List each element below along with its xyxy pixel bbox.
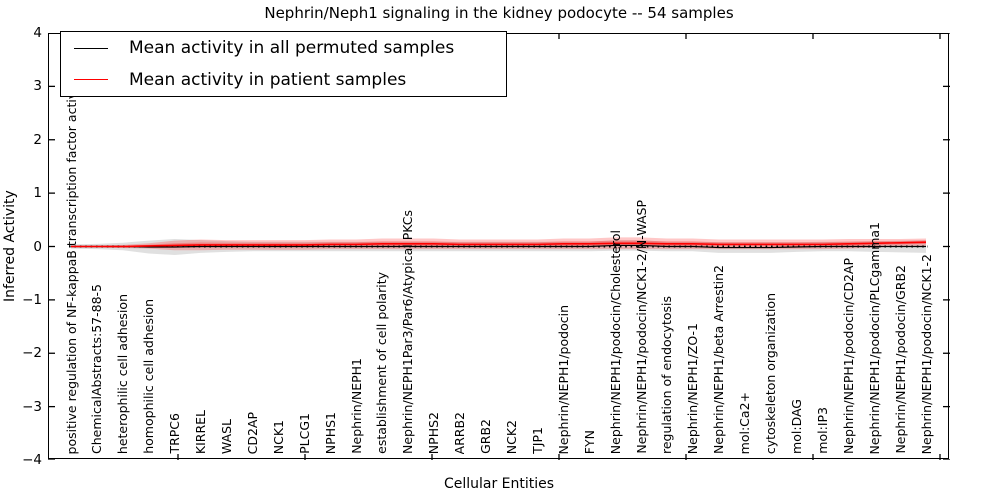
x-tick-label: homophilic cell adhesion (141, 299, 157, 454)
x-tick-label: NPHS1 (322, 411, 338, 454)
x-tick-label: Nephrin/NEPH1Par3/Par6/Atypical PKCs (400, 210, 416, 454)
x-tick-label: TRPC6 (167, 413, 183, 454)
x-tick-label: GRB2 (478, 419, 494, 454)
y-tick-label: −4 (22, 452, 42, 468)
x-tick-label: KIRREL (193, 409, 209, 454)
legend-label: Mean activity in all permuted samples (129, 38, 455, 59)
y-tick-label: −1 (22, 291, 42, 308)
x-tick-label: ARRB2 (452, 411, 468, 454)
x-tick-label: TJP1 (529, 427, 545, 454)
red-line-swatch-icon (74, 79, 108, 81)
x-tick-label: NCK1 (270, 419, 286, 454)
x-tick-label: NCK2 (503, 419, 519, 454)
plot-canvas (48, 33, 950, 460)
x-tick-label: Nephrin/NEPH1/podocin/Cholesterol (607, 229, 623, 454)
y-tick-label: 1 (33, 185, 42, 202)
x-tick-label: mol:Ca2+ (737, 391, 753, 454)
x-tick-label: positive regulation of NF-kappaB transcr… (63, 75, 79, 454)
x-tick-label: Nephrin/NEPH1/podocin/NCK1-2/N-WASP (633, 200, 649, 454)
x-tick-label: Nephrin/NEPH1/podocin/PLCgamma1 (866, 221, 882, 454)
x-tick-label: mol:IP3 (814, 407, 830, 454)
legend-item-patient: Mean activity in patient samples (61, 65, 506, 95)
legend-label: Mean activity in patient samples (129, 69, 407, 90)
chart-title: Nephrin/Neph1 signaling in the kidney po… (264, 4, 734, 22)
legend-item-permuted: Mean activity in all permuted samples (61, 33, 506, 63)
x-tick-label: ChemicalAbstracts:57-88-5 (89, 284, 105, 454)
y-tick-label: −2 (22, 345, 42, 362)
y-tick-label: −3 (22, 398, 42, 415)
x-tick-label: NPHS2 (426, 411, 442, 454)
x-tick-label: regulation of endocytosis (659, 296, 675, 454)
x-tick-label: mol:DAG (788, 399, 804, 454)
x-tick-label: CD2AP (244, 411, 260, 454)
black-line-swatch-icon (74, 47, 108, 49)
x-tick-label: FYN (581, 429, 597, 454)
x-tick-label: Nephrin/NEPH1/podocin (555, 304, 571, 454)
legend: Mean activity in all permuted samples Me… (60, 31, 507, 97)
y-tick-label: 0 (33, 238, 42, 255)
x-tick-label: cytoskeleton organization (763, 292, 779, 454)
x-tick-label: Nephrin/NEPH1/podocin/GRB2 (892, 265, 908, 454)
patient-mean-line (71, 241, 927, 248)
y-tick-label: 2 (33, 131, 42, 148)
x-tick-label: PLCG1 (296, 413, 312, 454)
x-tick-label: Nephrin/NEPH1 (348, 358, 364, 454)
x-tick-label: Nephrin/NEPH1/ZO-1 (685, 322, 701, 454)
x-tick-label: heterophilic cell adhesion (115, 293, 131, 454)
x-tick-label: Nephrin/NEPH1/podocin/CD2AP (840, 257, 856, 454)
x-axis-label: Cellular Entities (443, 476, 555, 492)
x-tick-label: Nephrin/NEPH1/beta Arrestin2 (711, 265, 727, 454)
x-tick-label: Nephrin/NEPH1/podocin/NCK1-2 (918, 253, 934, 454)
y-tick-label: 3 (33, 78, 42, 95)
x-tick-label: WASL (218, 418, 234, 454)
y-axis-label: Inferred Activity (2, 190, 18, 303)
y-tick-label: 4 (33, 25, 42, 41)
permuted-mean-line (71, 244, 926, 249)
x-tick-label: establishment of cell polarity (374, 272, 390, 454)
